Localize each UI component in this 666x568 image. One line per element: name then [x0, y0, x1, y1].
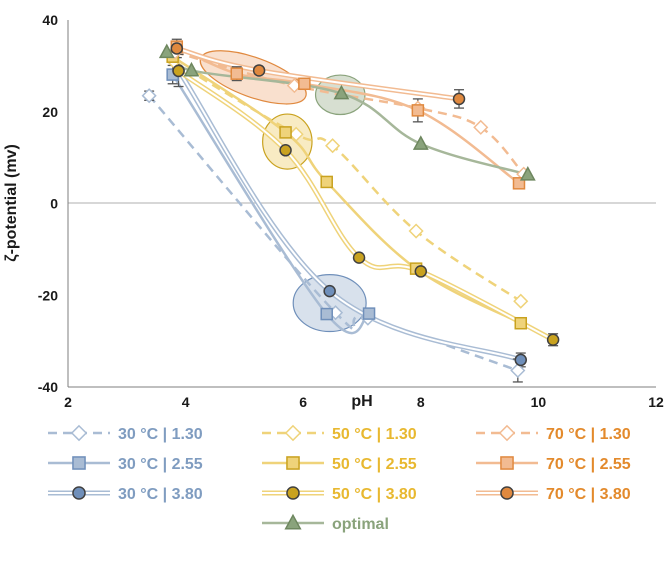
legend-item-30-c-3-80: 30 °C | 3.80 — [48, 486, 203, 503]
data-point-70-c-2-55 — [411, 104, 425, 117]
data-point-30-c-3-80 — [323, 284, 336, 298]
data-point-50-c-1-30 — [513, 293, 529, 309]
legend-label-30-c-1-30: 30 °C | 1.30 — [118, 426, 203, 443]
series-line-70-c-2-55 — [176, 45, 520, 185]
legend-label-30-c-2-55: 30 °C | 2.55 — [118, 456, 203, 473]
legend-label-50-c-2-55: 50 °C | 2.55 — [332, 456, 417, 473]
legend-item-50-c-3-80: 50 °C | 3.80 — [262, 486, 417, 503]
legend-item-70-c-2-55: 70 °C | 2.55 — [476, 456, 631, 473]
data-point-70-c-2-55 — [298, 77, 311, 91]
legend-item-70-c-3-80: 70 °C | 3.80 — [476, 486, 631, 503]
legend-label-70-c-1-30: 70 °C | 1.30 — [546, 426, 631, 443]
legend-item-30-c-1-30: 30 °C | 1.30 — [48, 424, 203, 443]
legend-item-30-c-2-55: 30 °C | 2.55 — [48, 456, 203, 473]
x-tick-label: 2 — [64, 394, 72, 410]
x-axis-title: pH — [351, 393, 372, 410]
data-point-70-c-1-30 — [473, 119, 489, 135]
legend-marker-50-c-3-80 — [286, 486, 300, 500]
x-tick-label: 12 — [648, 394, 664, 410]
legend-item-50-c-2-55: 50 °C | 2.55 — [262, 456, 417, 473]
legend: 30 °C | 1.30 30 °C | 2.55 30 °C | 3.80 50 °… — [48, 424, 631, 533]
data-point-50-c-2-55 — [514, 316, 528, 330]
highlight-ellipse-c50 — [262, 113, 313, 170]
data-point-optimal — [519, 166, 536, 181]
data-point-50-c-3-80 — [414, 265, 428, 278]
highlight-ellipse-c30 — [292, 274, 367, 333]
y-tick-label: 40 — [42, 12, 58, 28]
data-point-70-c-2-55 — [512, 177, 526, 190]
data-point-optimal — [158, 43, 175, 59]
y-tick-label: -20 — [38, 287, 58, 303]
data-point-70-c-2-55 — [230, 67, 244, 80]
series-line-70-c-3-80-inner — [176, 47, 460, 100]
data-point-50-c-3-80 — [172, 64, 185, 78]
data-point-optimal — [183, 61, 200, 77]
legend-marker-70-c-2-55 — [500, 456, 514, 470]
legend-marker-30-c-2-55 — [72, 456, 86, 470]
legend-label-optimal: optimal — [332, 516, 389, 533]
series-line-30-c-2-55 — [171, 73, 370, 335]
data-point-30-c-1-30 — [141, 88, 157, 104]
data-point-50-c-3-80 — [352, 251, 366, 264]
legend-marker-30-c-1-30 — [70, 424, 88, 442]
x-tick-label: 8 — [417, 394, 425, 410]
legend-item-optimal: optimal — [262, 513, 389, 533]
legend-label-50-c-3-80: 50 °C | 3.80 — [332, 486, 417, 503]
x-tick-label: 4 — [182, 394, 190, 410]
data-point-optimal — [333, 84, 350, 100]
legend-label-70-c-2-55: 70 °C | 2.55 — [546, 456, 631, 473]
data-point-50-c-3-80 — [279, 144, 292, 157]
y-tick-label: -40 — [38, 379, 58, 395]
data-point-30-c-2-55 — [362, 307, 376, 320]
legend-item-50-c-1-30: 50 °C | 1.30 — [262, 424, 417, 443]
x-tick-labels: 2 4 6 8 10 12 — [64, 394, 664, 410]
data-point-70-c-3-80 — [170, 42, 184, 55]
y-axis-title: ζ-potential (mv) — [3, 144, 20, 262]
series-markers — [141, 40, 560, 379]
legend-label-30-c-3-80: 30 °C | 3.80 — [118, 486, 203, 503]
legend-marker-70-c-1-30 — [498, 424, 516, 442]
legend-marker-30-c-3-80 — [72, 486, 86, 500]
data-point-optimal — [412, 135, 429, 150]
data-point-50-c-2-55 — [279, 126, 292, 139]
legend-label-50-c-1-30: 50 °C | 1.30 — [332, 426, 417, 443]
data-point-30-c-1-30 — [510, 362, 526, 379]
x-tick-label: 10 — [531, 394, 547, 410]
legend-marker-50-c-1-30 — [284, 424, 302, 442]
y-tick-label: 0 — [50, 196, 58, 212]
legend-marker-optimal — [284, 513, 302, 530]
axes — [67, 20, 656, 388]
data-point-50-c-1-30 — [408, 223, 424, 239]
data-point-50-c-1-30 — [288, 126, 304, 142]
data-point-30-c-3-80 — [514, 353, 528, 367]
data-point-70-c-3-80 — [252, 64, 266, 77]
x-tick-label: 6 — [299, 394, 307, 410]
data-point-70-c-3-80 — [452, 92, 466, 106]
data-point-50-c-3-80 — [546, 333, 560, 346]
legend-item-70-c-1-30: 70 °C | 1.30 — [476, 424, 631, 443]
data-point-50-c-1-30 — [325, 138, 341, 154]
legend-marker-50-c-2-55 — [286, 456, 300, 470]
y-tick-label: 20 — [42, 104, 58, 120]
data-point-30-c-2-55 — [320, 307, 333, 321]
legend-marker-70-c-3-80 — [500, 486, 514, 500]
legend-label-70-c-3-80: 70 °C | 3.80 — [546, 486, 631, 503]
data-point-50-c-2-55 — [320, 175, 333, 189]
y-tick-labels: 40 20 0 -20 -40 — [38, 12, 58, 395]
